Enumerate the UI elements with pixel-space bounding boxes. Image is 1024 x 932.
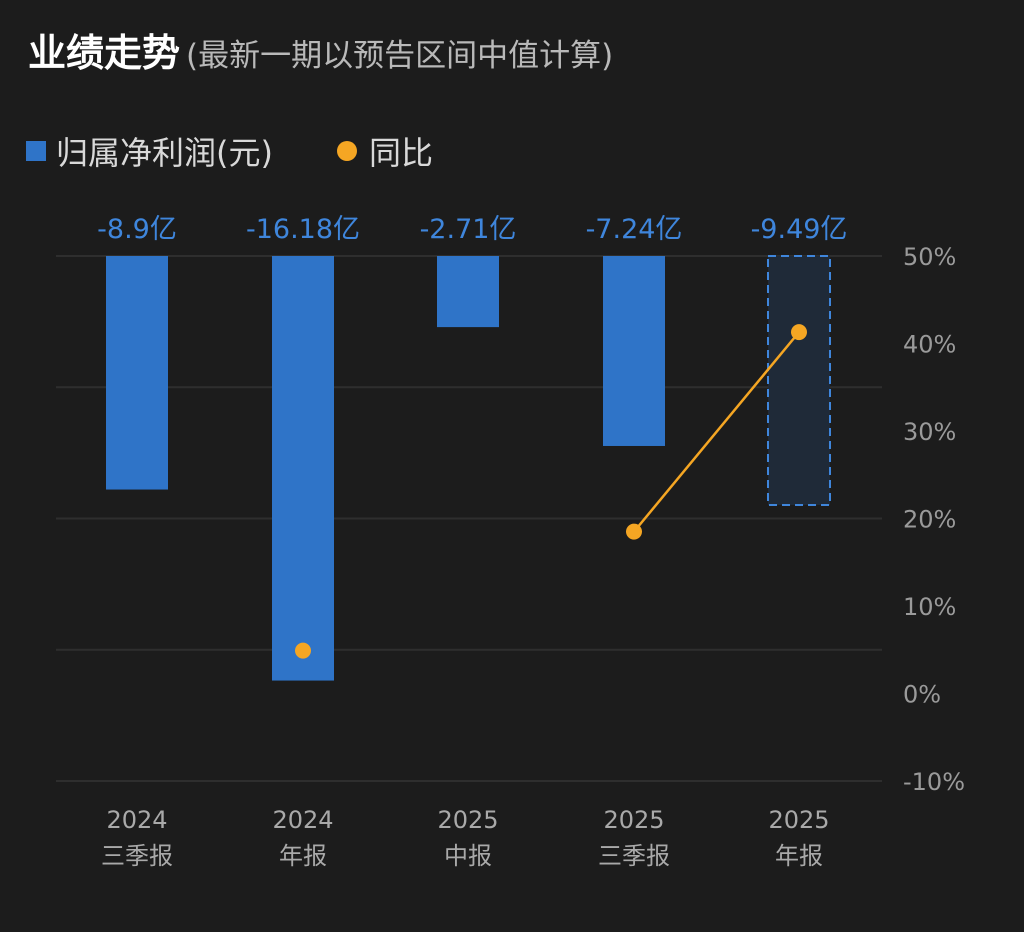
chart-title: 业绩走势 [28,31,181,75]
profit-bar [437,256,499,328]
x-tick-year: 2025 [768,806,829,834]
legend: 归属净利润(元) 同比 [26,128,433,174]
bar-value-label: -9.49亿 [751,214,848,245]
bar-value-label: -7.24亿 [586,214,683,245]
y-tick-label: 40% [903,331,956,359]
x-tick-year: 2024 [106,806,167,834]
legend-dot-icon [336,141,357,161]
forecast-bar [767,255,831,507]
x-tick-period: 年报 [775,842,823,870]
yoy-point [295,642,311,659]
y-tick-label: 10% [903,593,956,621]
bar-value-label: -8.9亿 [97,214,177,245]
x-tick-period: 三季报 [598,842,670,870]
legend-square-icon [26,141,46,161]
bar-layer [106,255,831,681]
grid-layer [56,255,882,782]
x-tick-year: 2025 [603,806,664,834]
chart-header: 业绩走势 (最新一期以预告区间中值计算) [28,22,613,77]
chart-subtitle: (最新一期以预告区间中值计算) [186,38,614,74]
legend-item-profit[interactable]: 归属净利润(元) [26,128,273,174]
line-layer [295,324,807,659]
x-axis: 2024 三季报 2024 年报 2025 中报 2025 三季报 2025 年报 [101,806,830,870]
legend-label-yoy: 同比 [368,134,433,172]
y-tick-label: 0% [903,681,941,709]
y-tick-label: -10% [903,768,965,796]
yoy-line-segment [633,331,800,533]
y-tick-label: 20% [903,506,956,534]
profit-bar [272,256,334,681]
y-tick-label: 50% [903,243,956,271]
y-axis-right: 50% 40% 30% 20% 10% 0% -10% [903,243,965,796]
yoy-point [626,523,642,540]
bar-value-label: -2.71亿 [420,214,517,245]
label-layer: -8.9亿 -16.18亿 -2.71亿 -7.24亿 -9.49亿 [97,214,847,245]
legend-label-profit: 归属净利润(元) [56,134,273,172]
profit-bar [603,256,665,446]
x-tick-year: 2024 [272,806,333,834]
yoy-point [791,324,807,341]
x-tick-period: 三季报 [101,842,173,870]
profit-bar [106,256,168,490]
y-tick-label: 30% [903,418,956,446]
x-tick-year: 2025 [437,806,498,834]
x-tick-period: 中报 [444,842,492,870]
x-tick-period: 年报 [279,842,327,870]
legend-item-yoy[interactable]: 同比 [273,128,433,174]
bar-value-label: -16.18亿 [246,214,360,245]
